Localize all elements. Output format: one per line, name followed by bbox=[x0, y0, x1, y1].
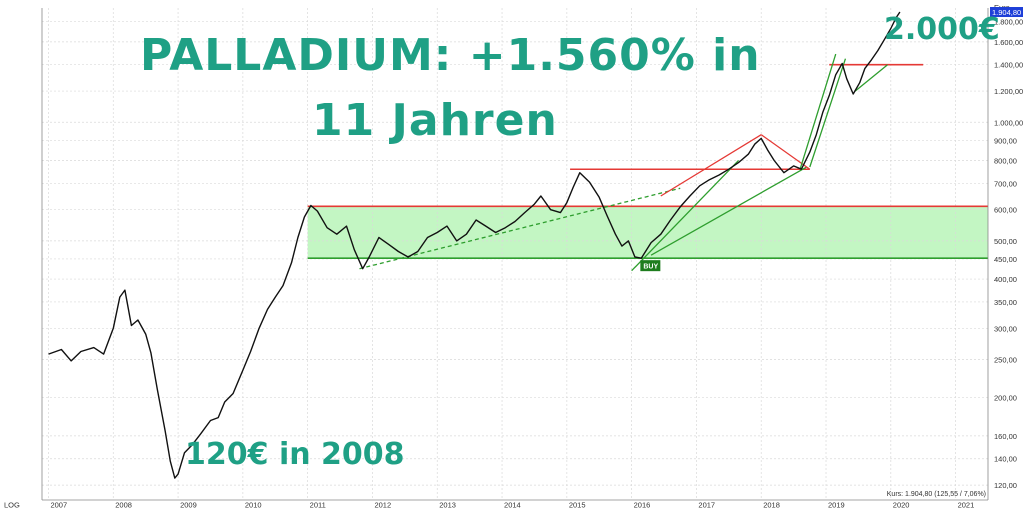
annotation-high: 2.000€ bbox=[884, 12, 1000, 47]
trend-line bbox=[359, 187, 681, 270]
y-tick-label: 140,00 bbox=[994, 455, 1017, 464]
price-series-group bbox=[48, 11, 901, 479]
y-tick-label: 250,00 bbox=[994, 356, 1017, 365]
annotation-low: 120€ in 2008 bbox=[185, 437, 405, 472]
last-price-badge bbox=[990, 7, 1023, 18]
x-tick-label: 2007 bbox=[50, 501, 67, 509]
x-tick-label: 2014 bbox=[504, 501, 521, 509]
trend-line bbox=[854, 64, 888, 92]
last-price-label: 1.904,80 bbox=[992, 8, 1021, 17]
y-tick-label: 500,00 bbox=[994, 237, 1017, 246]
axis-labels-group: 120,00 140,00 160,00 200,00 250,00 300,00 350,… bbox=[4, 3, 1023, 509]
headline-line1: PALLADIUM: +1.560% in bbox=[140, 30, 761, 81]
trend-line bbox=[660, 134, 762, 197]
x-tick-label: 2020 bbox=[893, 501, 910, 509]
y-tick-label: 600,00 bbox=[994, 206, 1017, 215]
axes-group bbox=[41, 8, 989, 501]
x-tick-label: 2015 bbox=[569, 501, 586, 509]
x-tick-label: 2008 bbox=[115, 501, 132, 509]
y-tick-label: 800,00 bbox=[994, 156, 1017, 165]
y-tick-label: 160,00 bbox=[994, 432, 1017, 441]
y-tick-label: 200,00 bbox=[994, 394, 1017, 403]
x-tick-label: 2019 bbox=[828, 501, 845, 509]
y-tick-label: 1.800,00 bbox=[994, 18, 1023, 27]
support-zone-group bbox=[307, 206, 988, 259]
x-tick-label: 2021 bbox=[958, 501, 975, 509]
trend-line bbox=[799, 53, 837, 170]
x-tick-label: 2012 bbox=[374, 501, 391, 509]
y-tick-label: 450,00 bbox=[994, 255, 1017, 264]
y-tick-label: 1.000,00 bbox=[994, 118, 1023, 127]
price-status-text: Kurs: 1.904,80 (125,55 / 7,06%) bbox=[887, 491, 986, 498]
y-tick-label: 900,00 bbox=[994, 136, 1017, 145]
y-tick-label: 1.400,00 bbox=[994, 61, 1023, 70]
y-tick-label: 300,00 bbox=[994, 324, 1017, 333]
y-tick-label: 700,00 bbox=[994, 179, 1017, 188]
buy-label: BUY bbox=[643, 264, 658, 271]
y-tick-label: 120,00 bbox=[994, 481, 1017, 490]
headline-line2: 11 Jahren bbox=[312, 95, 558, 146]
x-tick-label: 2016 bbox=[634, 501, 651, 509]
x-tick-label: 2018 bbox=[763, 501, 780, 509]
support-zone bbox=[307, 206, 988, 259]
y-tick-label: 400,00 bbox=[994, 275, 1017, 284]
x-tick-label: 2013 bbox=[439, 501, 456, 509]
scale-label: LOG bbox=[4, 501, 20, 509]
x-tick-label: 2009 bbox=[180, 501, 197, 509]
y-tick-label: 1.600,00 bbox=[994, 38, 1023, 47]
buy-badge bbox=[640, 260, 661, 272]
x-tick-label: 2011 bbox=[310, 501, 326, 509]
price-line bbox=[48, 11, 901, 479]
trend-line bbox=[809, 58, 847, 168]
trend-lines-group bbox=[307, 53, 988, 272]
y-tick-label: 350,00 bbox=[994, 298, 1017, 307]
y-tick-label: 1.200,00 bbox=[994, 87, 1023, 96]
x-tick-label: 2017 bbox=[698, 501, 715, 509]
x-tick-label: 2010 bbox=[245, 501, 262, 509]
trend-line bbox=[631, 160, 740, 272]
trend-line bbox=[650, 166, 807, 256]
